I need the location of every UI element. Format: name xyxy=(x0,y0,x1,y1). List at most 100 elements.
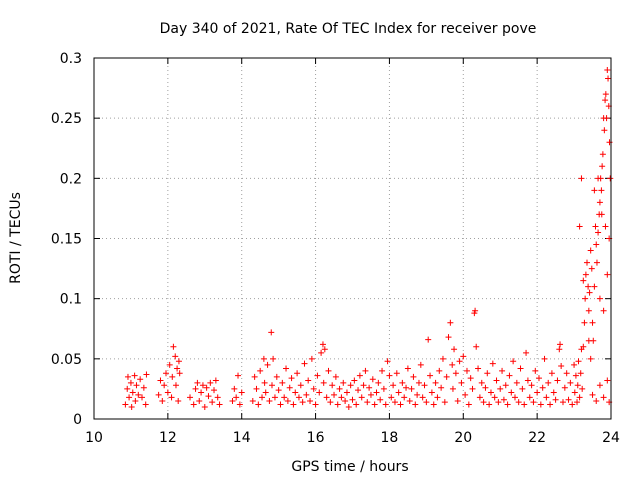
data-point xyxy=(596,199,603,206)
data-point xyxy=(155,391,162,398)
data-point xyxy=(423,399,430,406)
data-point xyxy=(135,391,142,398)
data-point xyxy=(122,401,129,408)
data-point xyxy=(591,283,598,290)
data-point xyxy=(583,259,590,266)
data-point xyxy=(502,382,509,389)
data-point xyxy=(589,391,596,398)
data-point xyxy=(452,370,459,377)
data-point xyxy=(334,401,341,408)
x-tick-label: 14 xyxy=(233,430,251,446)
x-tick-label: 22 xyxy=(528,430,546,446)
data-point xyxy=(499,367,506,374)
data-point xyxy=(290,401,297,408)
data-point xyxy=(257,367,264,374)
data-point xyxy=(475,365,482,372)
data-point xyxy=(275,387,282,394)
data-point xyxy=(434,394,441,401)
data-point xyxy=(454,397,461,404)
data-point xyxy=(604,377,611,384)
data-point xyxy=(510,358,517,365)
data-point xyxy=(199,382,206,389)
data-point xyxy=(286,384,293,391)
data-point xyxy=(539,384,546,391)
data-point xyxy=(601,127,608,134)
data-point xyxy=(176,370,183,377)
data-point xyxy=(574,382,581,389)
data-point xyxy=(598,211,605,218)
data-point xyxy=(233,394,240,401)
data-point xyxy=(587,355,594,362)
data-point xyxy=(236,401,243,408)
data-point xyxy=(530,399,537,406)
data-point xyxy=(251,373,258,380)
data-point xyxy=(297,382,304,389)
data-point xyxy=(261,379,268,386)
data-point xyxy=(316,389,323,396)
data-point xyxy=(362,367,369,374)
data-point xyxy=(599,151,606,158)
data-point xyxy=(262,389,269,396)
data-point xyxy=(369,376,376,383)
data-point xyxy=(391,399,398,406)
data-point xyxy=(593,259,600,266)
data-point xyxy=(356,372,363,379)
data-point xyxy=(161,382,168,389)
data-point xyxy=(393,370,400,377)
data-point xyxy=(332,373,339,380)
data-point xyxy=(345,403,352,410)
data-point xyxy=(458,379,465,386)
data-point xyxy=(517,365,524,372)
data-point xyxy=(132,397,139,404)
data-point xyxy=(377,396,384,403)
data-point xyxy=(169,373,176,380)
data-point xyxy=(323,394,330,401)
data-point xyxy=(281,394,288,401)
data-point xyxy=(421,382,428,389)
data-point xyxy=(528,382,535,389)
data-point xyxy=(545,379,552,386)
y-tick-label: 0 xyxy=(73,412,82,428)
data-point xyxy=(593,241,600,248)
data-point xyxy=(338,394,345,401)
data-point xyxy=(310,385,317,392)
data-point xyxy=(571,361,578,368)
data-point xyxy=(593,397,600,404)
data-point xyxy=(249,397,256,404)
data-point xyxy=(604,271,611,278)
x-tick-label: 10 xyxy=(85,430,103,446)
data-point xyxy=(277,401,284,408)
data-point xyxy=(456,358,463,365)
data-point xyxy=(231,385,238,392)
data-point xyxy=(489,360,496,367)
data-point xyxy=(460,353,467,360)
data-point xyxy=(214,394,221,401)
data-point xyxy=(463,367,470,374)
data-point xyxy=(449,385,456,392)
data-point xyxy=(157,377,164,384)
data-point xyxy=(598,187,605,194)
data-point xyxy=(253,385,260,392)
chart-title: Day 340 of 2021, Rate Of TEC Index for r… xyxy=(160,21,537,37)
data-point xyxy=(205,393,212,400)
data-point xyxy=(577,370,584,377)
data-point xyxy=(299,399,306,406)
data-point xyxy=(592,223,599,230)
data-point xyxy=(607,175,614,182)
data-point xyxy=(451,346,458,353)
data-point xyxy=(340,379,347,386)
data-point xyxy=(175,397,182,404)
data-point xyxy=(603,115,610,122)
data-point xyxy=(203,384,210,391)
data-point xyxy=(439,355,446,362)
data-point xyxy=(336,385,343,392)
data-point xyxy=(190,401,197,408)
data-point xyxy=(143,371,150,378)
data-point xyxy=(170,343,177,350)
data-point xyxy=(209,399,216,406)
data-point xyxy=(404,365,411,372)
data-point xyxy=(159,397,166,404)
data-point xyxy=(314,372,321,379)
data-point xyxy=(380,385,387,392)
data-point xyxy=(303,391,310,398)
